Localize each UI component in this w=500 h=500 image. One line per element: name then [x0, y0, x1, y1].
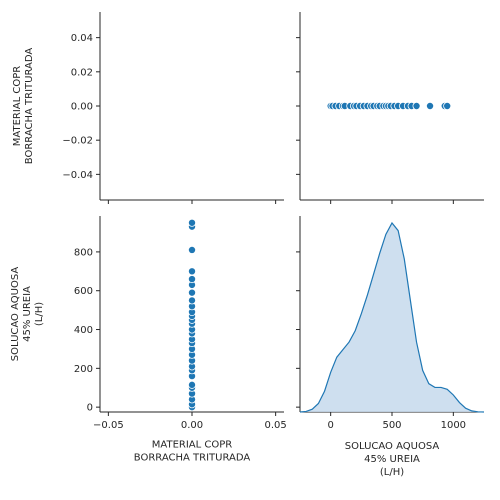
x-tick-label: 500 [382, 420, 401, 431]
y-axis-label-bottom: SOLUCAO AQUOSA45% UREIA(L/H) [10, 267, 45, 362]
data-point [412, 102, 421, 111]
data-point [187, 275, 196, 284]
axis-label-line: 45% UREIA [364, 454, 420, 465]
x-tick-label: 0 [327, 420, 333, 431]
data-point [187, 245, 196, 254]
data-point [187, 218, 196, 227]
x-axis-label-left: MATERIAL COPR BORRACHA TRITURADA [134, 440, 251, 464]
axis-label-line: 45% UREIA [22, 286, 33, 342]
panel-top-right [296, 12, 484, 204]
panel-top-left: 0.04 0.02 0.00 −0.02 −0.04 [62, 12, 284, 204]
y-axis-label-top: MATERIAL COPRBORRACHA TRITURADA [12, 48, 35, 165]
axis-label-line: SOLUCAO AQUOSA [345, 441, 440, 452]
axis-label-line: (L/H) [34, 302, 45, 326]
y-tick-label: 0.04 [71, 33, 93, 44]
axis-label-line: (L/H) [380, 467, 404, 478]
data-point [187, 296, 196, 305]
y-tick-label: −0.04 [62, 170, 93, 181]
x-tick-label: −0.05 [93, 420, 124, 431]
panel-bottom-right: 0 500 1000 [296, 216, 485, 431]
x-tick-label: 1000 [441, 420, 466, 431]
axis-label-line: MATERIAL COPR [12, 66, 23, 146]
y-tick-label: 600 [74, 286, 93, 297]
y-tick-label: 400 [74, 325, 93, 336]
panel-bottom-left: 0 200 400 600 800 −0.05 0.00 0.05 [74, 216, 287, 431]
axis-label-line: SOLUCAO AQUOSA [10, 267, 21, 362]
data-point [187, 267, 196, 276]
y-tick-label: −0.02 [62, 136, 93, 147]
axis-label-line: MATERIAL COPR [152, 440, 232, 451]
kde-fill [300, 223, 484, 412]
kde-line [299, 221, 485, 413]
y-tick-label: 0.02 [71, 67, 93, 78]
data-point [187, 288, 196, 297]
axis-label-line: BORRACHA TRITURADA [134, 453, 251, 464]
axis-label-line: BORRACHA TRITURADA [24, 48, 35, 165]
y-tick-label: 200 [74, 364, 93, 375]
data-point [187, 380, 196, 389]
data-point [426, 102, 435, 111]
data-point [443, 102, 452, 111]
y-tick-label: 800 [74, 247, 93, 258]
y-tick-label: 0.00 [71, 102, 93, 113]
x-axis-label-right: SOLUCAO AQUOSA 45% UREIA (L/H) [345, 441, 440, 478]
x-tick-label: 0.05 [265, 420, 287, 431]
x-tick-label: 0.00 [181, 420, 203, 431]
y-tick-label: 0 [87, 403, 93, 414]
